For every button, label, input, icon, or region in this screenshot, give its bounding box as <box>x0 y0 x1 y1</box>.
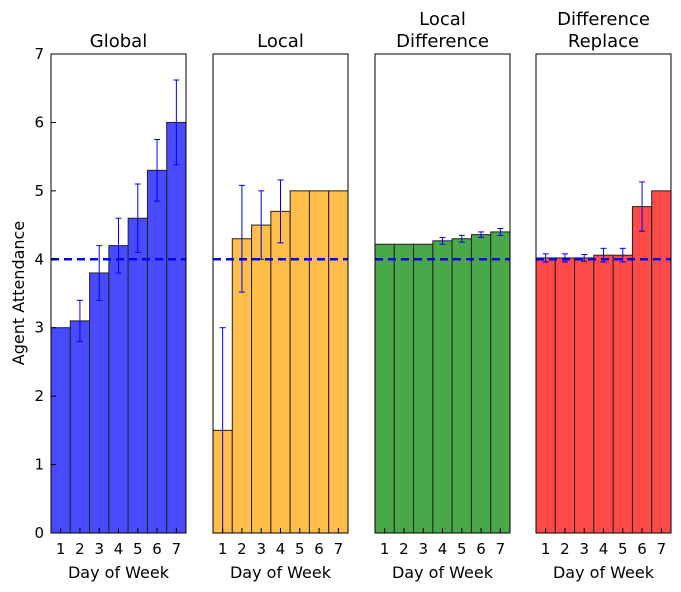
bar-panel3-day2 <box>393 243 415 534</box>
y-axis-label: Agent Attendance <box>9 221 28 365</box>
bar-panel2-day5 <box>289 190 310 534</box>
bar-panel4-day4 <box>593 254 614 534</box>
x-tick-label-panel4-1: 1 <box>541 540 551 558</box>
bar-panel1-day6 <box>146 169 168 534</box>
x-tick-label-panel4-7: 7 <box>657 540 667 558</box>
bar-panel3-day3 <box>413 243 434 534</box>
y-tick-label-4: 4 <box>34 250 44 268</box>
title-panel3-line2: Difference <box>396 31 489 52</box>
bar-panel1-day1 <box>50 327 71 534</box>
x-axis-label-panel4: Day of Week <box>553 563 655 582</box>
bar-panel2-day3 <box>251 224 272 534</box>
x-tick-label-panel1-3: 3 <box>94 540 104 558</box>
x-tick-label-panel4-6: 6 <box>637 540 647 558</box>
y-tick-label-3: 3 <box>34 319 44 337</box>
x-axis-label-panel2: Day of Week <box>230 563 332 582</box>
bar-panel3-day4 <box>432 240 453 534</box>
x-tick-label-panel3-1: 1 <box>380 540 390 558</box>
x-tick-label-panel2-7: 7 <box>334 540 344 558</box>
title-panel4-line2: Replace <box>568 31 639 52</box>
x-tick-label-panel2-1: 1 <box>218 540 228 558</box>
x-tick-label-panel3-5: 5 <box>457 540 467 558</box>
x-axis-label-panel1: Day of Week <box>68 563 170 582</box>
x-tick-label-panel3-2: 2 <box>399 540 409 558</box>
x-tick-label-panel3-7: 7 <box>496 540 506 558</box>
x-tick-label-panel1-6: 6 <box>152 540 162 558</box>
x-tick-label-panel2-6: 6 <box>314 540 324 558</box>
x-tick-label-panel4-4: 4 <box>599 540 609 558</box>
bar-panel3-day5 <box>451 238 472 534</box>
title-panel3-line1: Local <box>419 9 466 30</box>
bar-panel3-day6 <box>470 234 492 534</box>
bar-panel4-day2 <box>554 257 576 534</box>
x-tick-label-panel1-7: 7 <box>172 540 182 558</box>
bar-panel2-day7 <box>328 190 349 534</box>
x-tick-label-panel4-3: 3 <box>579 540 589 558</box>
x-axis-label-panel3: Day of Week <box>392 563 494 582</box>
bar-panel1-day2 <box>69 320 91 534</box>
bar-panel1-day7 <box>166 121 187 534</box>
bar-panel3-day1 <box>374 243 395 534</box>
bar-panel4-day3 <box>574 257 595 534</box>
x-tick-label-panel3-6: 6 <box>476 540 486 558</box>
bar-panel3-day7 <box>490 231 511 534</box>
x-tick-label-panel3-3: 3 <box>418 540 428 558</box>
y-tick-label-0: 0 <box>34 524 44 542</box>
title-panel1: Global <box>90 31 147 52</box>
x-tick-label-panel2-3: 3 <box>256 540 266 558</box>
y-tick-label-7: 7 <box>34 45 44 63</box>
y-tick-label-2: 2 <box>34 387 44 405</box>
bar-panel4-day6 <box>631 206 653 534</box>
y-tick-label-6: 6 <box>34 113 44 131</box>
x-tick-label-panel2-2: 2 <box>237 540 247 558</box>
y-tick-label-1: 1 <box>34 456 44 474</box>
x-tick-label-panel1-5: 5 <box>133 540 143 558</box>
x-tick-label-panel2-4: 4 <box>276 540 286 558</box>
bar-panel1-day4 <box>108 245 129 534</box>
title-panel4-line1: Difference <box>557 9 650 30</box>
bar-panel2-day6 <box>308 190 330 534</box>
y-tick-label-5: 5 <box>34 182 44 200</box>
bar-panel4-day1 <box>535 257 556 534</box>
bar-panel1-day3 <box>89 272 110 534</box>
x-tick-label-panel4-2: 2 <box>560 540 570 558</box>
title-panel2: Local <box>257 31 304 52</box>
bar-panel4-day7 <box>651 190 672 534</box>
x-tick-label-panel1-2: 2 <box>75 540 85 558</box>
x-tick-label-panel3-4: 4 <box>438 540 448 558</box>
x-tick-label-panel1-4: 4 <box>114 540 124 558</box>
x-tick-label-panel2-5: 5 <box>295 540 305 558</box>
x-tick-label-panel4-5: 5 <box>618 540 628 558</box>
x-tick-label-panel1-1: 1 <box>56 540 66 558</box>
bar-panel1-day5 <box>127 217 148 534</box>
bar-panel4-day5 <box>612 254 633 534</box>
